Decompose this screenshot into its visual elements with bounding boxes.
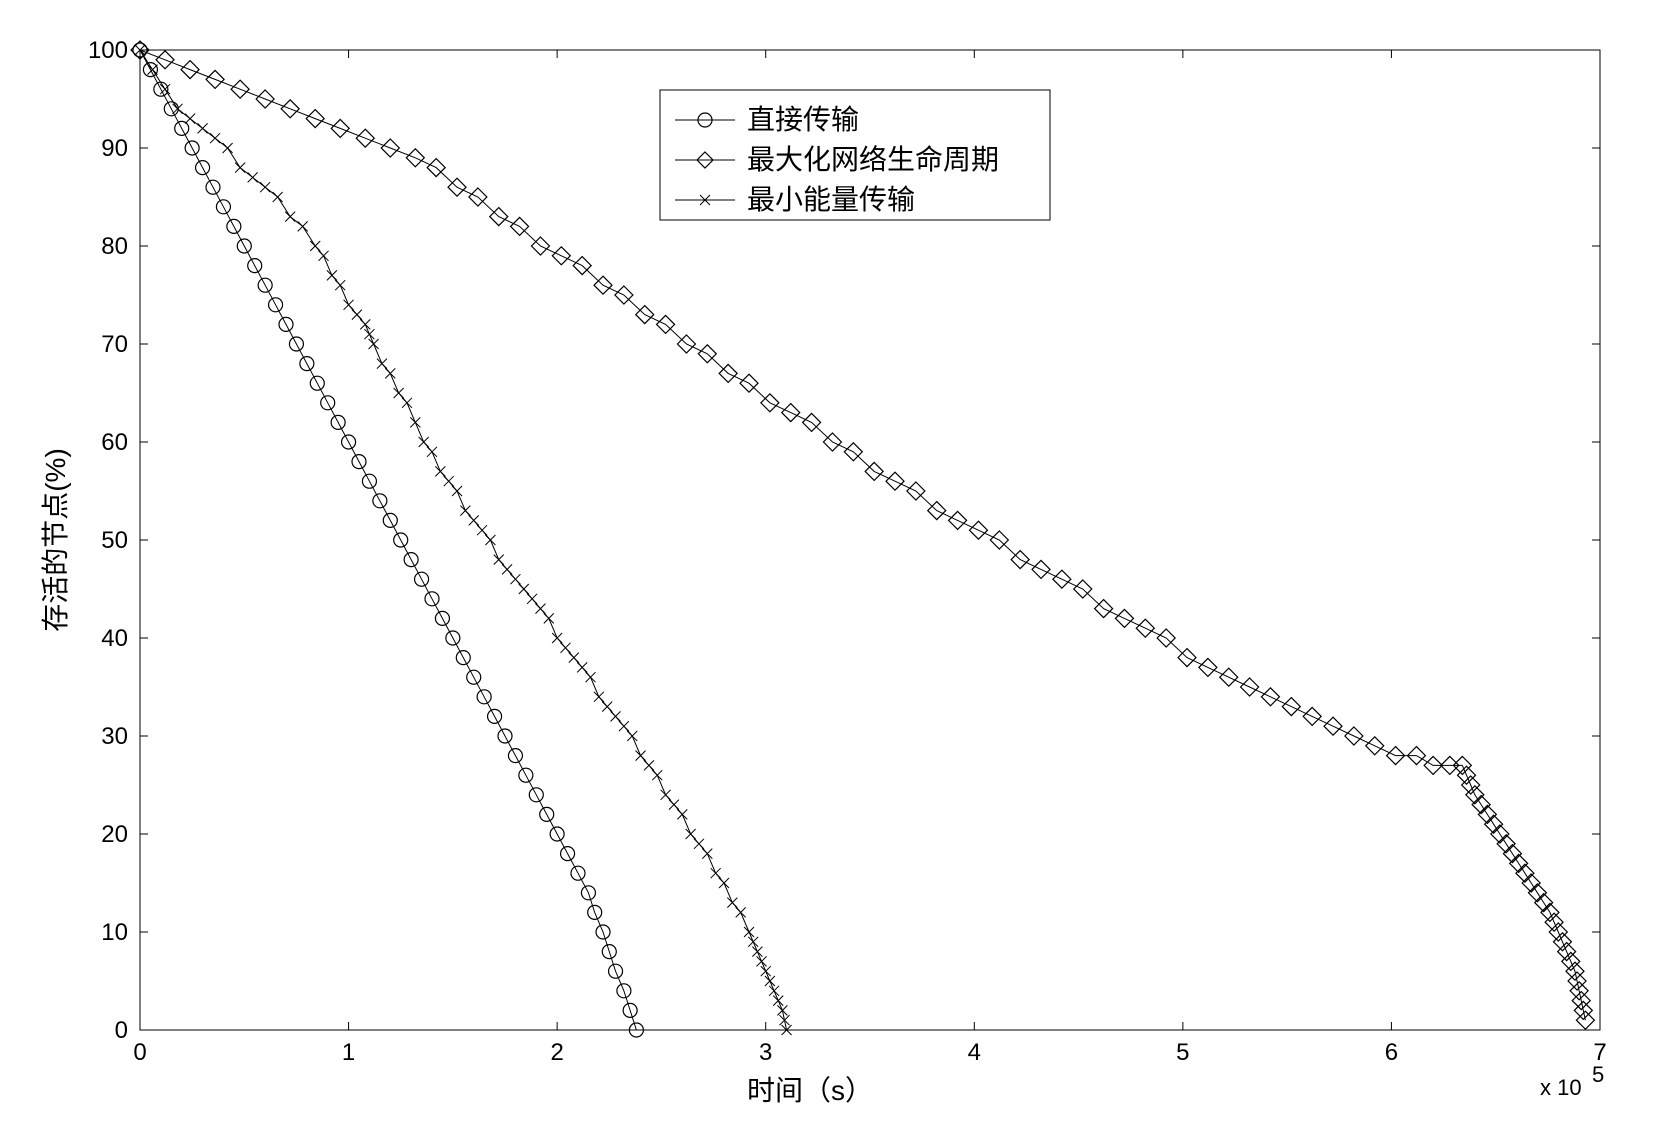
y-tick-label: 100 [88, 37, 128, 64]
x-tick-label: 3 [759, 1039, 772, 1066]
x-axis-label: 时间（s） [747, 1075, 873, 1106]
y-tick-label: 70 [101, 331, 128, 358]
legend-label: 最小能量传输 [747, 184, 915, 215]
line-chart: 012345670102030405060708090100时间（s）x 105… [20, 20, 1634, 1122]
y-tick-label: 30 [101, 723, 128, 750]
series-x [135, 45, 792, 1035]
x-tick-label: 4 [968, 1039, 981, 1066]
y-tick-label: 10 [101, 919, 128, 946]
legend-label: 直接传输 [747, 104, 859, 135]
legend-label: 最大化网络生命周期 [747, 144, 999, 175]
series-line [140, 50, 787, 1030]
chart-container: 012345670102030405060708090100时间（s）x 105… [20, 20, 1634, 1122]
y-tick-label: 60 [101, 429, 128, 456]
y-axis-label: 存活的节点(%) [40, 448, 71, 632]
y-tick-label: 40 [101, 625, 128, 652]
y-tick-label: 90 [101, 135, 128, 162]
y-tick-label: 50 [101, 527, 128, 554]
x-tick-label: 2 [550, 1039, 563, 1066]
y-tick-label: 80 [101, 233, 128, 260]
y-tick-label: 20 [101, 821, 128, 848]
y-tick-label: 0 [115, 1017, 128, 1044]
x-exponent-sup: 5 [1592, 1062, 1604, 1087]
series-circle [133, 43, 643, 1037]
x-tick-label: 1 [342, 1039, 355, 1066]
x-tick-label: 5 [1176, 1039, 1189, 1066]
series-line [140, 50, 636, 1030]
legend: 直接传输最大化网络生命周期最小能量传输 [660, 90, 1050, 220]
x-tick-label: 6 [1385, 1039, 1398, 1066]
x-tick-label: 0 [133, 1039, 146, 1066]
x-exponent-label: x 10 [1540, 1075, 1582, 1100]
